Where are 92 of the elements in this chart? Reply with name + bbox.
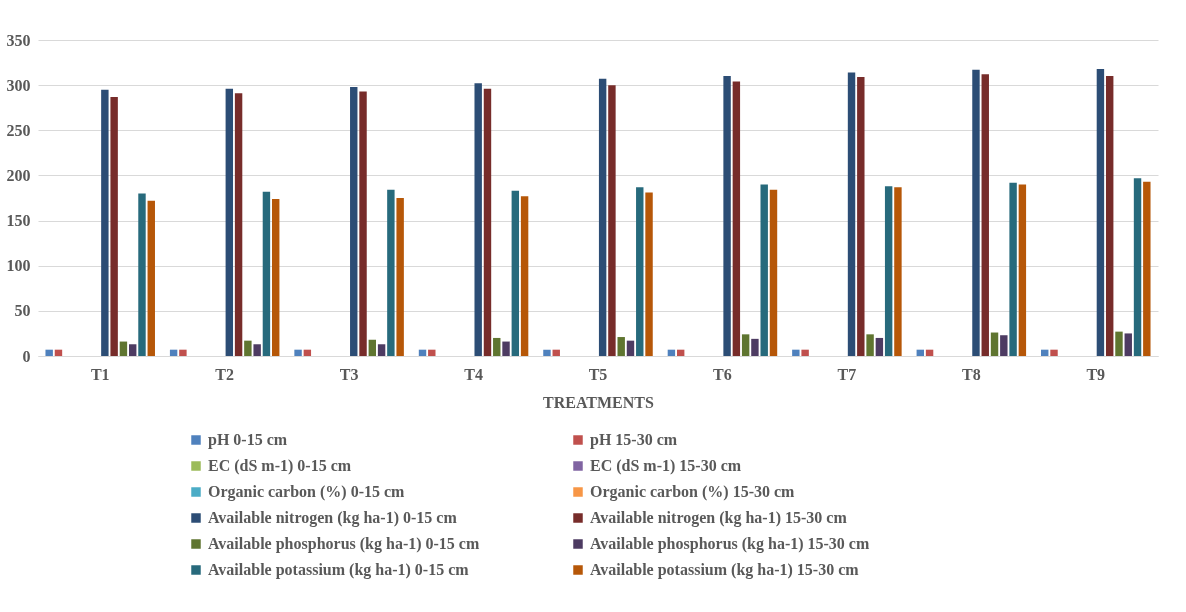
bar <box>368 339 377 356</box>
y-tick-label: 150 <box>6 212 31 230</box>
bar <box>387 189 395 356</box>
bar <box>1124 333 1132 356</box>
bar <box>1105 76 1114 356</box>
x-tick-label: T9 <box>1086 365 1106 383</box>
bar <box>617 337 625 356</box>
y-tick-label: 200 <box>6 166 31 184</box>
bar <box>225 88 234 356</box>
legend-label: Available nitrogen (kg ha-1) 0-15 cm <box>208 509 458 527</box>
bar <box>543 349 551 356</box>
bar <box>493 337 501 356</box>
bar <box>732 81 741 356</box>
bar <box>875 337 884 356</box>
bar <box>101 89 109 356</box>
bar <box>801 349 809 356</box>
x-tick-label: T7 <box>837 365 857 383</box>
legend-label: Available potassium (kg ha-1) 15-30 cm <box>590 561 860 579</box>
bar <box>520 196 529 356</box>
x-tick-label: T6 <box>713 365 732 383</box>
bar <box>45 349 53 356</box>
bar <box>377 344 386 356</box>
bar <box>262 191 271 356</box>
bar <box>769 189 778 356</box>
bar <box>760 184 768 356</box>
y-tick-label: 0 <box>22 347 31 365</box>
bar <box>1133 178 1142 356</box>
bar <box>645 192 653 356</box>
bar <box>636 187 644 356</box>
bar <box>138 193 146 356</box>
bar <box>884 186 893 356</box>
bar <box>990 332 999 356</box>
x-tick-label: T4 <box>464 365 483 383</box>
bar <box>147 200 155 356</box>
bar <box>428 349 436 356</box>
bar <box>110 96 118 356</box>
x-tick-label: T2 <box>215 365 234 383</box>
bar <box>294 349 302 356</box>
bar <box>866 334 874 356</box>
bar <box>751 338 759 356</box>
legend-label: Available phosphorus (kg ha-1) 0-15 cm <box>208 535 480 553</box>
bar <box>741 334 750 356</box>
legend-label: Organic carbon (%) 15-30 cm <box>590 483 796 501</box>
y-tick-label: 300 <box>6 76 31 94</box>
x-tick-label: T1 <box>90 365 110 383</box>
bar <box>847 72 856 356</box>
x-axis-title: TREATMENTS <box>543 393 655 411</box>
bar <box>179 349 187 356</box>
bar <box>350 86 358 356</box>
bar <box>359 91 367 356</box>
legend-label: pH 15-30 cm <box>590 431 678 449</box>
bar <box>1143 181 1151 356</box>
bar <box>119 341 128 356</box>
bar <box>608 85 616 356</box>
x-tick-label: T8 <box>962 365 981 383</box>
bar <box>511 190 520 356</box>
bar <box>792 349 800 356</box>
legend-label: EC (dS m-1) 15-30 cm <box>590 457 742 475</box>
bar <box>972 69 980 356</box>
bar <box>598 78 607 356</box>
bar <box>396 198 404 356</box>
bar <box>723 76 731 356</box>
bar <box>894 187 902 356</box>
legend-label: Available nitrogen (kg ha-1) 15-30 cm <box>590 509 848 527</box>
legend-label: Available potassium (kg ha-1) 0-15 cm <box>208 561 470 579</box>
y-tick-label: 250 <box>6 121 31 139</box>
legend-label: Available phosphorus (kg ha-1) 15-30 cm <box>590 535 870 553</box>
bar <box>272 198 280 356</box>
bar <box>1096 68 1105 356</box>
bar <box>1018 184 1027 356</box>
bar <box>1009 182 1017 356</box>
legend-label: EC (dS m-1) 0-15 cm <box>208 457 352 475</box>
bar <box>483 88 492 356</box>
bar <box>128 344 137 356</box>
y-tick-label: 100 <box>6 257 31 275</box>
bar <box>234 93 243 356</box>
bar <box>626 340 635 356</box>
bar <box>857 77 865 356</box>
legend-label: pH 0-15 cm <box>208 431 288 449</box>
bar <box>244 340 252 356</box>
x-tick-label: T3 <box>339 365 359 383</box>
bar <box>474 83 482 356</box>
bar <box>502 341 510 356</box>
bar <box>1050 349 1058 356</box>
bar <box>1000 335 1008 356</box>
bar <box>1115 331 1123 356</box>
y-tick-label: 350 <box>6 31 31 49</box>
y-tick-label: 50 <box>14 302 31 320</box>
legend-label: Organic carbon (%) 0-15 cm <box>208 483 406 501</box>
x-tick-label: T5 <box>588 365 608 383</box>
bar <box>981 74 989 356</box>
bar <box>253 344 261 356</box>
